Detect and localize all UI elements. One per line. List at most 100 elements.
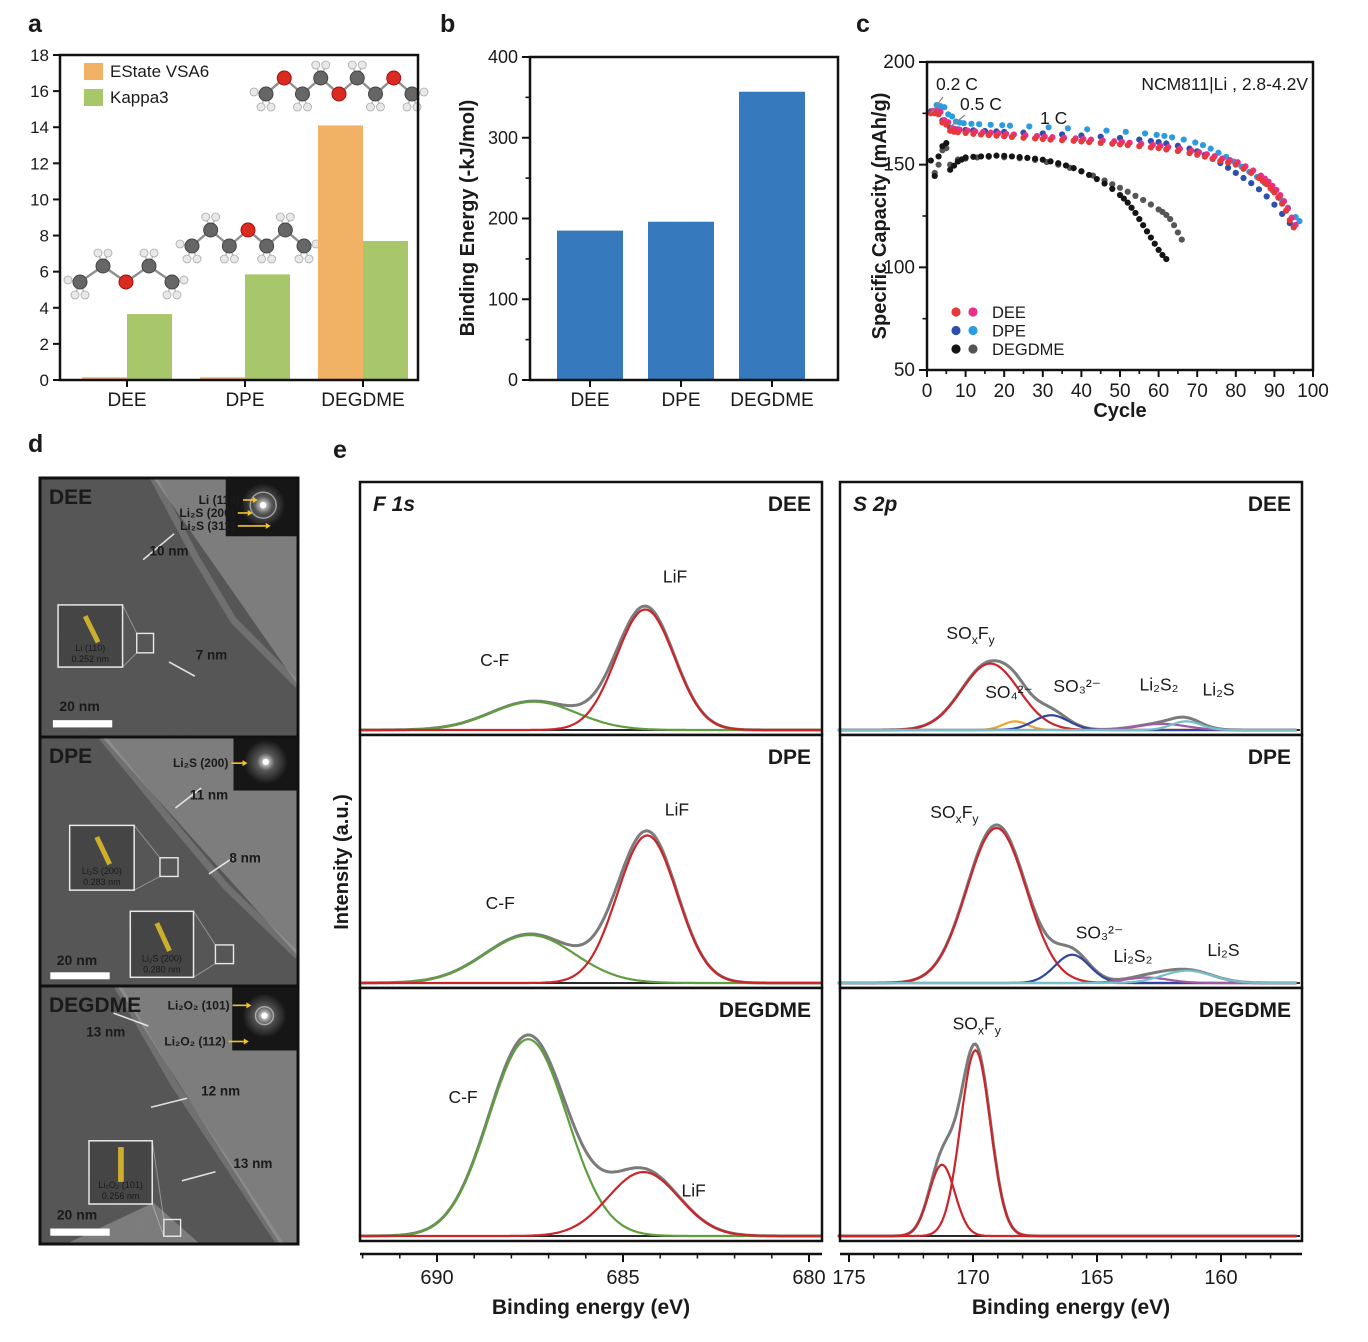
xaxis-tick-label: 680 [792, 1267, 825, 1289]
xaxis-tick-label: 170 [956, 1267, 989, 1289]
hrtem-inset [57, 604, 124, 668]
legend-dot [968, 307, 978, 317]
panel-b-ytick: 400 [488, 47, 518, 67]
xaxis-f1s: 690 685 680 Binding energy (eV) [360, 1252, 826, 1319]
rate-label-1: 0.2 C [936, 74, 978, 94]
panel-b-ytick: 100 [488, 289, 518, 309]
scale-bar [50, 972, 110, 980]
spectrum-s2p-dpe: SOxFy SO₃²⁻ Li₂S₂ Li₂S DPE [837, 733, 1304, 990]
inset-caption-line1: Li₂S (200) [82, 866, 122, 876]
panel-c-ytick: 100 [883, 257, 915, 278]
diffraction-label: Li₂O₂ (101) [168, 998, 230, 1012]
spectrum-sample-label: DPE [1248, 746, 1291, 769]
legend-swatch-1 [84, 63, 103, 80]
rate-label-2: 0.5 C [960, 94, 1002, 114]
component-curve [837, 1163, 1297, 1238]
inset-caption-line1: Li₂O₂ (101) [98, 1180, 143, 1190]
peak-label: LiF [682, 1181, 706, 1201]
spectrum-f1s-degdme: C-F LiF DEGDME [358, 986, 824, 1243]
panel-a-ytick: 2 [40, 335, 49, 354]
panel-a-category-label: DEGDME [321, 390, 404, 411]
legend-label-dpe: DPE [992, 323, 1026, 341]
xaxis-tick-label: 690 [420, 1267, 453, 1289]
panel-a-ytick: 14 [30, 118, 49, 137]
peak-label: SOxFy [946, 623, 995, 647]
scale-bar-label: 20 nm [59, 698, 99, 714]
panel-a-ytick: 12 [30, 154, 49, 173]
panel-c-y-axis-title: Specific Capacity (mAh/g) [869, 93, 891, 340]
panel-e-y-axis-title: Intensity (a.u.) [331, 794, 353, 930]
legend-dot [951, 344, 961, 354]
inset-source-box [159, 857, 179, 878]
peak-label: C-F [486, 893, 515, 913]
thickness-label: 13 nm [86, 1024, 125, 1039]
panel-d-tem-images: Li (110)Li₂S (200)Li₂S (311)10 nm7 nmLi … [38, 476, 300, 1246]
hrtem-inset [129, 910, 195, 979]
scale-bar-label: 20 nm [57, 952, 97, 968]
xaxis-tick-label: 165 [1080, 1267, 1113, 1289]
inset-caption-line1: Li (110) [75, 643, 105, 653]
panel-c-xtick: 100 [1297, 381, 1329, 402]
peak-label: Li₂S₂ [1140, 675, 1179, 695]
xaxis-tick-label: 685 [606, 1267, 639, 1289]
spectrum-f1s-dpe: C-F LiF DPE [358, 733, 824, 990]
hrtem-inset [68, 824, 135, 891]
panel-a-category-label: DPE [225, 390, 264, 411]
panel-b-category-label: DEE [570, 390, 609, 411]
xaxis-tick-label: 160 [1204, 1267, 1237, 1289]
peak-label: SOxFy [953, 1013, 1002, 1037]
panel-c-xtick: 80 [1225, 381, 1246, 402]
tem-sample-label: DPE [49, 745, 92, 768]
panel-a-category-label: DEE [107, 390, 146, 411]
bar-kappa3-degdme [363, 240, 408, 380]
panel-c-ytick: 200 [883, 52, 915, 73]
legend-label-dee: DEE [992, 304, 1026, 322]
diffraction-label: Li₂S (200) [173, 756, 228, 770]
inset-caption-line2: 0.252 nm [72, 654, 110, 664]
bar-estate-vsa6-dee [82, 377, 127, 380]
inset-caption-line1: Li₂S (200) [142, 953, 182, 963]
tem-sample-label: DEE [49, 486, 92, 509]
molecule-degdme [249, 60, 429, 112]
peak-label: Li₂S₂ [1114, 946, 1153, 966]
panel-e-letter: e [333, 436, 347, 464]
panel-d-letter: d [28, 430, 43, 458]
panel-c-xtick: 90 [1264, 381, 1285, 402]
legend-label-1: EState VSA6 [110, 62, 209, 81]
panel-c-ytick: 50 [894, 360, 915, 381]
molecule-dpe [175, 212, 321, 264]
legend-dot [951, 325, 961, 336]
series-dee [927, 107, 1299, 231]
scale-bar [52, 720, 113, 728]
tem-image-degdme: Li₂O₂ (101) Li₂O₂ (112) 13 nm 12 nm 13 nm Li₂… [38, 984, 300, 1246]
panel-a-ytick: 4 [40, 299, 49, 318]
diffraction-label: Li (110) [199, 493, 240, 507]
panel-a-ytick: 18 [30, 46, 49, 65]
tem-image-dee: Li (110)Li₂S (200)Li₂S (311)10 nm7 nmLi … [38, 476, 300, 739]
peak-label: SO₃²⁻ [1076, 923, 1123, 943]
bar-kappa3-dee [127, 314, 172, 380]
component-curve [837, 720, 1297, 732]
region-label: S 2p [853, 493, 898, 516]
thickness-label: 11 nm [190, 787, 228, 802]
panel-a-letter: a [28, 10, 43, 38]
thickness-label: 13 nm [233, 1156, 272, 1171]
bar-estate-vsa6-dpe [200, 377, 245, 380]
panel-c-xtick: 20 [994, 381, 1015, 402]
spectrum-sample-label: DPE [768, 746, 811, 769]
inset-caption-line2: 0.256 nm [102, 1191, 140, 1201]
panel-c-xtick: 10 [955, 381, 976, 402]
series-degdme-gray [931, 145, 1185, 243]
xaxis-title-s2p: Binding energy (eV) [972, 1296, 1170, 1319]
panel-a-axes-box [58, 53, 420, 382]
panel-c-xtick: 50 [1109, 381, 1130, 402]
peak-label: C-F [480, 650, 509, 670]
panel-c-xtick: 0 [922, 381, 933, 402]
panel-c-x-axis-title: Cycle [1093, 400, 1146, 422]
diffraction-label: Li₂S (311) [180, 519, 235, 533]
panel-a-ytick: 8 [40, 227, 49, 246]
panel-b-ytick: 200 [488, 209, 518, 229]
peak-label: C-F [448, 1087, 477, 1107]
